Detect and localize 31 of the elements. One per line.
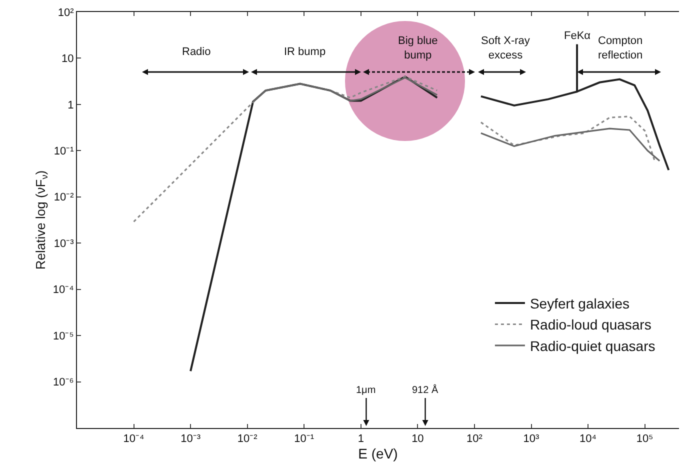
- annotation: Soft X-ray excess: [481, 35, 530, 62]
- annotation: Compton reflection: [598, 35, 643, 62]
- y-tick-label: 10⁻⁵: [53, 330, 74, 342]
- annotation: FeKα: [564, 30, 592, 42]
- y-tick-label: 10⁻⁴: [52, 284, 74, 296]
- x-tick-label: 10⁻³: [180, 433, 201, 446]
- x-tick-label: 1: [358, 433, 364, 446]
- y-tick-label: 1: [68, 99, 74, 112]
- ref-line-label: 1μm: [356, 385, 376, 396]
- y-tick-label: 10⁻⁶: [53, 376, 74, 389]
- x-axis-title: E (eV): [358, 446, 398, 462]
- x-tick-label: 10²: [466, 433, 483, 446]
- y-tick-label: 10⁻³: [54, 238, 74, 250]
- x-tick-label: 10⁻²: [237, 433, 258, 446]
- y-tick-label: 10⁻²: [54, 192, 74, 204]
- annotation: Big blue bump: [398, 35, 438, 62]
- ref-line-label: 912 Å: [412, 384, 438, 396]
- annotation: Radio: [182, 46, 211, 58]
- legend-label: Seyfert galaxies: [530, 296, 630, 312]
- x-tick-label: 10: [412, 433, 424, 446]
- annotation: IR bump: [284, 46, 326, 58]
- x-tick-label: 10⁴: [580, 433, 597, 446]
- y-tick-label: 10⁻¹: [54, 146, 74, 158]
- x-tick-label: 10³: [523, 433, 540, 446]
- x-tick-label: 10⁻¹: [294, 433, 314, 446]
- x-tick-label: 10⁻⁴: [123, 433, 145, 446]
- x-tick-label: 10⁵: [636, 433, 654, 446]
- legend-label: Radio-quiet quasars: [530, 338, 656, 354]
- y-tick-label: 10: [62, 53, 74, 66]
- y-tick-label: 10²: [58, 6, 74, 19]
- legend-label: Radio-loud quasars: [530, 316, 652, 333]
